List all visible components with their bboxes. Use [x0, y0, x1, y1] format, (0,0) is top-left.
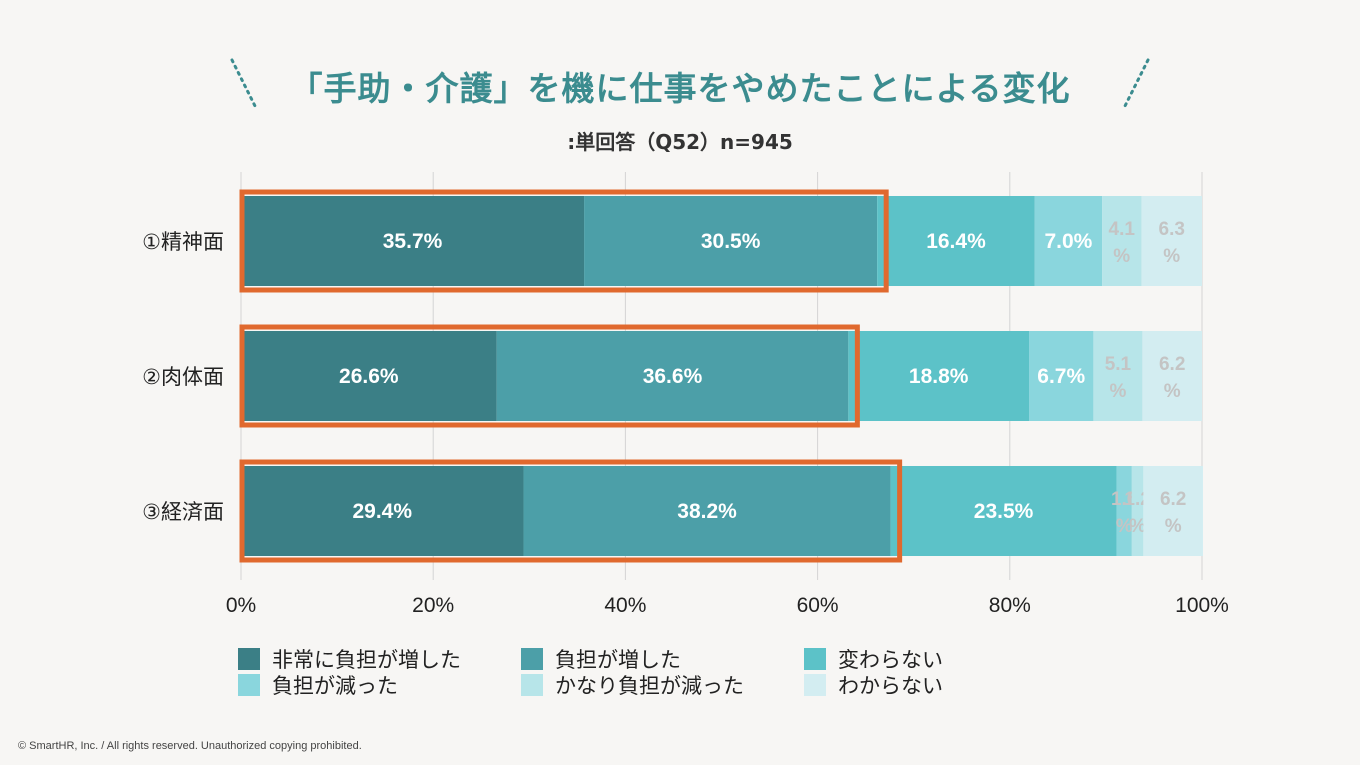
data-label: 36.6% [643, 365, 703, 388]
bar-segment [1116, 466, 1132, 556]
data-label: 7.0% [1044, 230, 1092, 253]
legend-label: わからない [838, 674, 943, 698]
x-tick-label: 60% [797, 594, 839, 617]
x-tick-label: 0% [226, 594, 256, 617]
data-label: 4.1% [1109, 219, 1136, 267]
data-label: 29.4% [352, 500, 412, 523]
data-label: 6.2% [1160, 489, 1186, 537]
category-label: ③経済面 [142, 500, 224, 524]
legend-swatch [238, 674, 260, 696]
highlight-box [239, 459, 903, 563]
legend-label: 非常に負担が増した [272, 648, 461, 672]
highlight-box [239, 189, 889, 293]
x-tick-label: 20% [412, 594, 454, 617]
bar-segment [496, 331, 849, 421]
legend-label: 変わらない [838, 648, 943, 672]
highlight-box [239, 324, 860, 428]
bar-segment [890, 466, 1117, 556]
legend-label: 負担が減った [272, 674, 398, 698]
bar-segment [1034, 196, 1103, 286]
data-label: 6.7% [1037, 365, 1085, 388]
data-label: 1.6% [1111, 489, 1137, 537]
legend-label: かなり負担が減った [555, 674, 744, 698]
bar-segment [1143, 466, 1203, 556]
data-label: 23.5% [974, 500, 1034, 523]
data-label: 6.3% [1159, 219, 1185, 267]
bar-segment [584, 196, 878, 286]
legend-swatch [521, 674, 543, 696]
bar-segment [241, 466, 524, 556]
bar-segment [241, 196, 585, 286]
bar-segment [1102, 196, 1142, 286]
copyright-notice: © SmartHR, Inc. / All rights reserved. U… [18, 740, 362, 752]
x-tick-label: 40% [604, 594, 646, 617]
bar-segment [1142, 331, 1202, 421]
bar-segment [848, 331, 1030, 421]
bar-segment [1141, 196, 1202, 286]
legend-swatch [804, 648, 826, 670]
bar-segment [1093, 331, 1143, 421]
title-decoration-right [1122, 58, 1150, 110]
x-tick-label: 80% [989, 594, 1031, 617]
chart-title: 「手助・介護」を機に仕事をやめたことによる変化 [289, 69, 1071, 108]
data-label: 26.6% [339, 365, 399, 388]
bar-segment [1029, 331, 1094, 421]
title-decoration-left [230, 58, 258, 110]
data-label: 38.2% [677, 500, 737, 523]
data-label: 16.4% [926, 230, 986, 253]
bar-segment [241, 331, 497, 421]
category-label: ①精神面 [142, 230, 224, 254]
x-tick-label: 100% [1175, 594, 1229, 617]
legend-swatch [238, 648, 260, 670]
data-label: 35.7% [383, 230, 443, 253]
bar-segment [1131, 466, 1144, 556]
legend-swatch [521, 648, 543, 670]
data-label: 18.8% [909, 365, 969, 388]
data-label: 30.5% [701, 230, 761, 253]
legend-label: 負担が増した [555, 648, 681, 672]
data-label: 5.1% [1105, 354, 1132, 402]
data-label: 6.2% [1159, 354, 1185, 402]
bar-segment [523, 466, 891, 556]
bar-segment [877, 196, 1035, 286]
chart-subtitle: :単回答（Q52）n=945 [567, 130, 793, 154]
legend-swatch [804, 674, 826, 696]
category-label: ②肉体面 [142, 365, 224, 389]
